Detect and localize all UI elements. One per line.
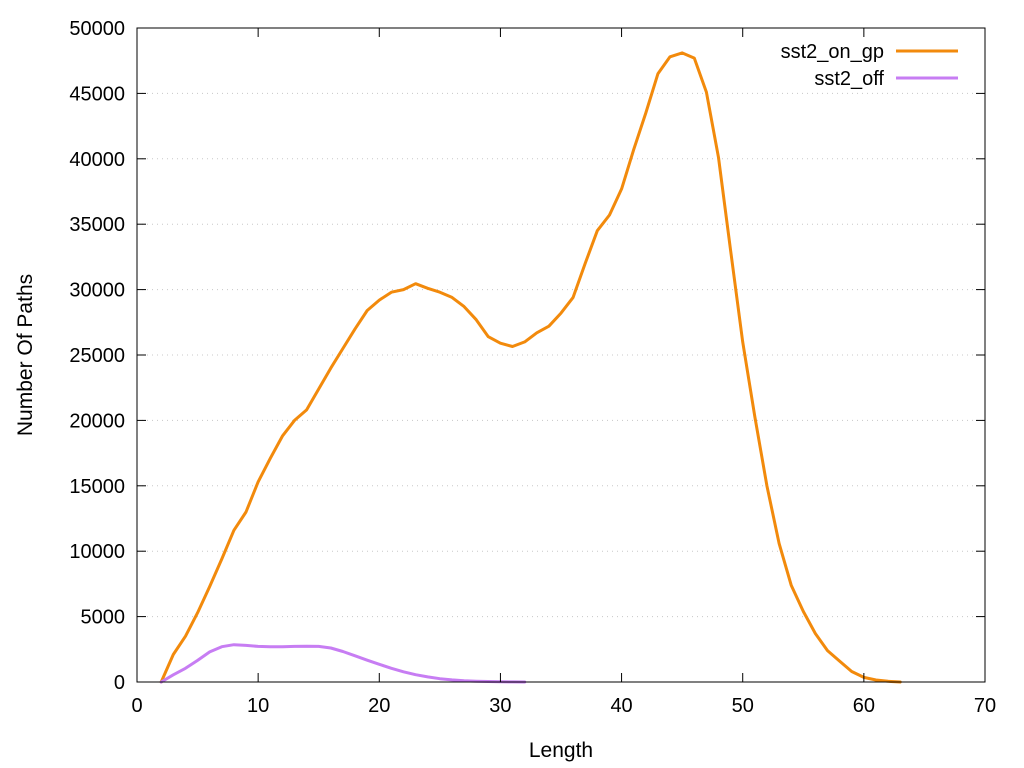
y-tick-label: 25000	[69, 345, 125, 367]
legend: sst2_on_gp sst2_off	[781, 41, 958, 90]
x-tick-label: 10	[247, 695, 269, 717]
y-tick-label: 20000	[69, 410, 125, 432]
x-tick-label: 70	[974, 695, 996, 717]
grid-lines	[137, 92, 985, 618]
y-tick-label: 45000	[69, 83, 125, 105]
x-tick-label: 30	[489, 695, 511, 717]
x-tick-label: 0	[131, 695, 142, 717]
x-axis-ticks: 0 10 20 30 40 50 60 70	[131, 28, 996, 717]
y-tick-label: 5000	[81, 607, 126, 629]
y-axis-label: Number Of Paths	[14, 274, 37, 436]
x-tick-label: 60	[853, 695, 875, 717]
x-tick-label: 50	[732, 695, 754, 717]
y-tick-label: 15000	[69, 476, 125, 498]
legend-label: sst2_on_gp	[781, 41, 884, 63]
x-axis-label: Length	[529, 739, 593, 762]
y-tick-label: 0	[114, 672, 125, 694]
series-lines	[159, 51, 902, 684]
x-tick-label: 40	[610, 695, 632, 717]
y-tick-label: 35000	[69, 214, 125, 236]
y-tick-label: 40000	[69, 149, 125, 171]
series-line-sst2-on-gp	[159, 51, 902, 684]
legend-label: sst2_off	[814, 68, 884, 90]
y-axis-ticks: 0 5000 10000 15000 20000 25000 30000 35000 40000…	[69, 18, 985, 694]
y-tick-label: 50000	[69, 18, 125, 40]
y-tick-label: 30000	[69, 280, 125, 302]
x-tick-label: 20	[368, 695, 390, 717]
series-line-sst2-off	[159, 643, 527, 684]
y-tick-label: 10000	[69, 541, 125, 563]
